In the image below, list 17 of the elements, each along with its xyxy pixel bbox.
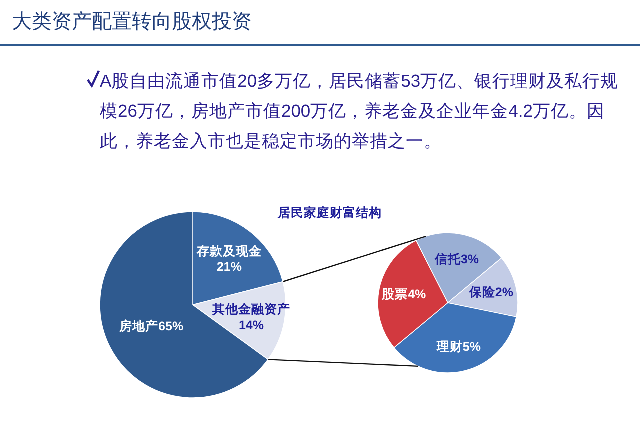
- text: 大类资产配置转向股权投资: [12, 10, 252, 35]
- data-label: 21%: [216, 260, 242, 274]
- slice-label: 其他金融资产: [211, 302, 290, 317]
- data-label: 14%: [238, 318, 264, 332]
- data-label: 3%: [460, 252, 480, 266]
- slice-label: 信托: [434, 251, 462, 266]
- slice-label: 理财: [436, 338, 463, 354]
- text: 居民家庭财富结构: [277, 205, 382, 220]
- data-label: 5%: [462, 340, 481, 354]
- data-label: 2%: [495, 285, 514, 300]
- slice-label: 股票: [381, 286, 408, 302]
- slice-label: 房地产: [118, 318, 159, 334]
- slice-label: 存款及现金: [196, 243, 262, 258]
- text: A股自由流通市值20多万亿，居民储蓄53万亿、银行理财及私行规模26万亿，房地产市值200万亿，养老金及企业年金4.2万亿。因此，养老金入市也是稳定市场的举措之一。: [100, 70, 620, 153]
- data-label: 65%: [158, 319, 184, 334]
- data-label: 4%: [408, 287, 426, 302]
- slice-label: 保险: [468, 284, 496, 300]
